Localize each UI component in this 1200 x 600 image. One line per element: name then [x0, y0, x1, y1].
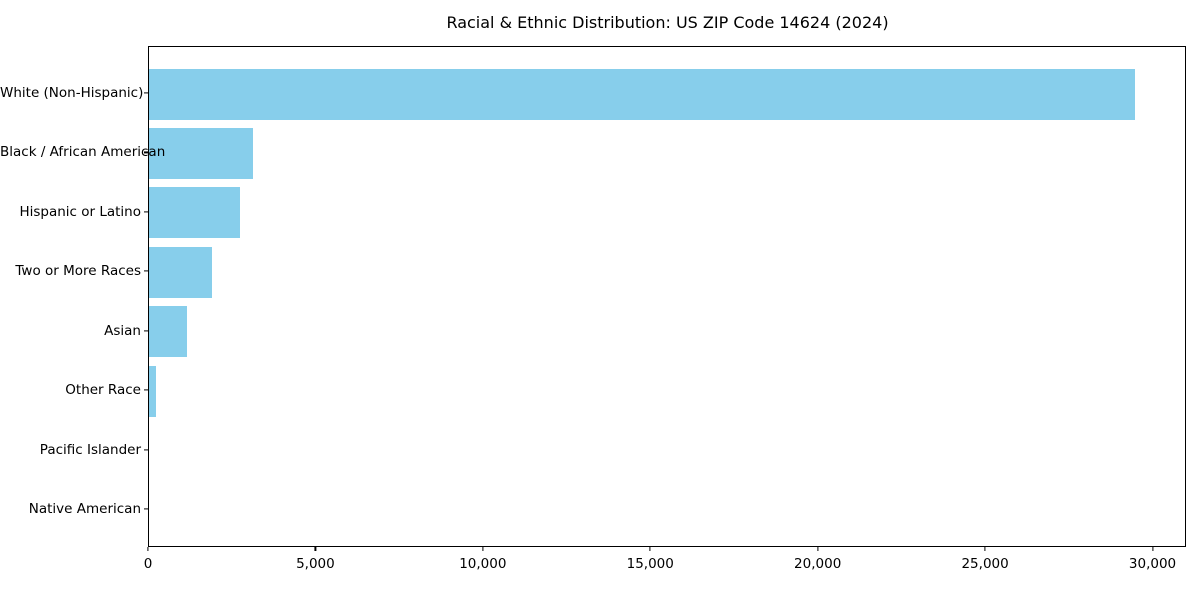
x-tick-mark: [482, 547, 484, 551]
y-tick-mark: [144, 330, 148, 332]
x-tick-mark: [649, 547, 651, 551]
y-tick-label: Other Race: [65, 382, 141, 399]
bar-hispanic-or-latino: [149, 187, 240, 239]
y-tick-mark: [144, 448, 148, 451]
x-tick-mark: [817, 547, 819, 551]
y-tick-mark: [144, 151, 148, 154]
x-tick-label: 25,000: [961, 556, 1009, 572]
plot-area: [148, 46, 1186, 547]
x-tick-label: 30,000: [1128, 556, 1177, 572]
y-tick-mark: [144, 389, 148, 391]
y-tick-mark: [144, 92, 148, 94]
x-tick-label: 20,000: [794, 556, 842, 572]
y-tick-mark: [144, 270, 148, 272]
y-tick-mark: [144, 508, 148, 510]
y-tick-label: Hispanic or Latino: [19, 203, 141, 220]
y-tick-label: Two or More Races: [15, 263, 141, 280]
y-tick-label: Native American: [28, 501, 141, 517]
x-tick-label: 10,000: [459, 556, 507, 572]
y-tick-mark: [144, 211, 148, 213]
x-tick-mark: [147, 547, 149, 551]
bar-two-or-more-races: [149, 246, 212, 298]
x-tick-mark: [984, 547, 986, 551]
y-tick-label: Black / African American: [0, 144, 166, 161]
bar-asian: [149, 306, 187, 358]
bar-black-african-american: [149, 127, 253, 179]
y-tick-label: White (Non-Hispanic): [0, 85, 144, 101]
bar-white-non-hispanic: [149, 68, 1135, 120]
y-tick-label: Asian: [104, 322, 141, 339]
x-tick-mark: [314, 547, 316, 551]
x-tick-label: 0: [143, 556, 153, 572]
x-tick-label: 5,000: [296, 556, 335, 572]
y-tick-label: Pacific Islander: [39, 441, 141, 458]
chart-title: Racial & Ethnic Distribution: US ZIP Cod…: [446, 13, 889, 32]
x-tick-label: 15,000: [626, 556, 674, 572]
bar-other-race: [149, 365, 156, 417]
x-tick-mark: [1151, 547, 1154, 551]
